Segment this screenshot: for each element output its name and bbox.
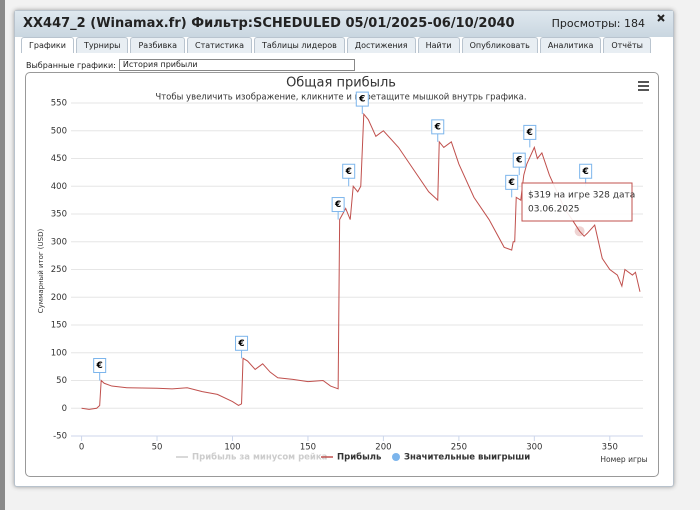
win-flag	[331, 197, 345, 213]
tab[interactable]: Таблицы лидеров	[254, 37, 345, 53]
win-flag-label: €	[526, 128, 533, 138]
tab[interactable]: Разбивка	[130, 37, 186, 53]
menu-icon	[638, 89, 649, 91]
win-flag-label: €	[345, 167, 352, 177]
y-tick-label: 500	[51, 126, 67, 136]
menu-icon	[638, 85, 649, 87]
menu-icon	[638, 81, 649, 83]
y-tick-label: 450	[51, 154, 67, 164]
title-bar: XX447_2 (Winamax.fr) Фильтр:SCHEDULED 05…	[15, 11, 673, 37]
hover-point	[574, 226, 585, 237]
tab[interactable]: Статистика	[187, 37, 253, 53]
y-tick-label: 350	[51, 210, 67, 220]
x-tick-label: 150	[300, 443, 316, 453]
chart-subtitle: Чтобы увеличить изображение, кликните и …	[155, 93, 526, 103]
window-title: XX447_2 (Winamax.fr) Фильтр:SCHEDULED 05…	[23, 16, 515, 31]
tabs: Графики Турниры Разбивка Статистика Таблицы …	[21, 37, 651, 53]
y-axis-label: Суммарный итог (USD)	[37, 229, 45, 314]
tooltip-line: $319 на игре 328 дата	[528, 191, 635, 201]
tab[interactable]: Турниры	[75, 37, 129, 53]
selector: Выбранные графики: История прибыли	[26, 59, 355, 71]
views: Просмотры: 184	[551, 17, 645, 30]
left-strip	[0, 0, 5, 510]
x-tick-label: 100	[224, 443, 240, 453]
tab[interactable]: Опубликовать	[461, 37, 538, 53]
legend-label: Прибыль	[337, 452, 381, 463]
y-tick-label: 100	[51, 348, 67, 358]
y-tick-label: 250	[51, 265, 67, 275]
win-flag-label: €	[96, 361, 103, 371]
win-flag-label: €	[508, 178, 515, 188]
x-tick-label: 250	[451, 443, 467, 453]
win-flag	[523, 124, 537, 140]
x-tick-label: 350	[602, 443, 618, 453]
win-flag-label: €	[582, 167, 589, 177]
win-flag	[355, 91, 369, 107]
legend-label: Значительные выигрыши	[404, 453, 530, 463]
y-tick-label: 300	[51, 237, 67, 247]
x-tick-label: 200	[375, 443, 391, 453]
legend-label: Прибыль за минусом рейка	[192, 452, 328, 463]
win-flag-label: €	[358, 95, 365, 105]
win-flag-label: €	[237, 339, 244, 349]
chart-title: Общая прибыль	[286, 76, 396, 91]
win-flag	[505, 174, 519, 190]
chart: Общая прибыль Чтобы увеличить изображение…	[37, 76, 649, 464]
win-flag	[579, 163, 593, 179]
x-tick-label: 300	[526, 443, 542, 453]
y-tick-label: 150	[51, 321, 67, 331]
y-tick-label: 550	[51, 99, 67, 109]
y-tick-label: 400	[51, 182, 67, 192]
win-flag-label: €	[334, 200, 341, 210]
win-flag	[93, 358, 107, 373]
tab[interactable]: Отчёты	[603, 37, 651, 53]
y-tick-label: 200	[51, 293, 67, 303]
chart-box: Общая прибыль Чтобы увеличить изображение…	[25, 72, 659, 477]
selector-value[interactable]: История прибыли	[118, 59, 355, 71]
tab[interactable]: Достижения	[346, 37, 416, 53]
win-flag	[235, 335, 249, 351]
x-tick-label: 0	[79, 443, 84, 453]
tab[interactable]: Аналитика	[539, 37, 602, 53]
y-tick-label: 50	[56, 376, 67, 386]
y-tick-label: -50	[53, 432, 67, 442]
tab[interactable]: Графики	[21, 37, 74, 53]
win-flag	[512, 152, 526, 168]
selector-label: Выбранные графики:	[26, 60, 116, 70]
win-flag	[342, 163, 356, 179]
win-flag-label: €	[434, 122, 441, 132]
tab[interactable]: Найти	[417, 37, 460, 53]
win-flag-label: €	[515, 156, 522, 166]
win-flag	[431, 119, 445, 135]
close[interactable]	[657, 14, 665, 22]
tooltip	[521, 182, 633, 222]
x-tick-label: 50	[152, 443, 163, 453]
x-axis-label: Номер игры	[600, 455, 647, 464]
y-tick-label: 0	[62, 404, 67, 414]
window: XX447_2 (Winamax.fr) Фильтр:SCHEDULED 05…	[14, 10, 674, 487]
tooltip-line: 03.06.2025	[528, 205, 580, 215]
legend-symbol	[392, 453, 400, 461]
